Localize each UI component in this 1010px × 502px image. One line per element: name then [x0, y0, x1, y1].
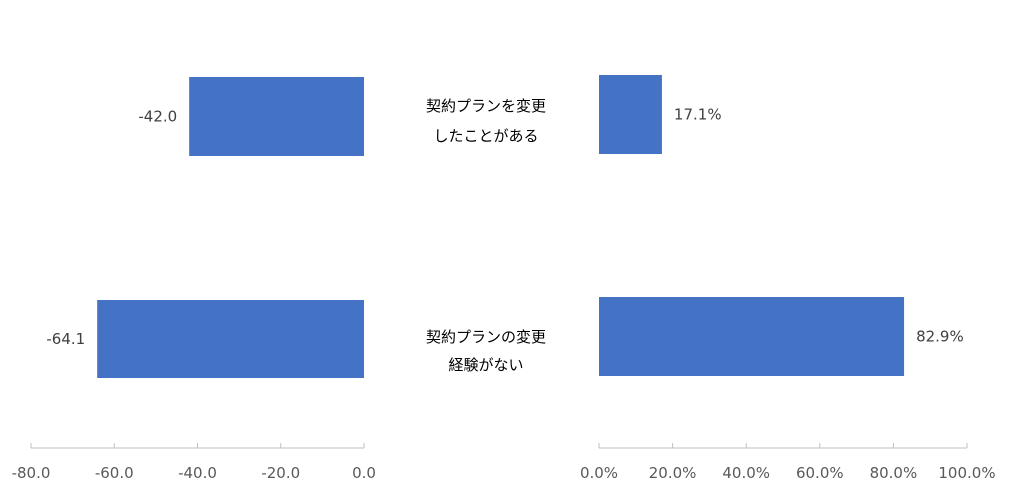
right-tick-label: 80.0%: [870, 464, 918, 482]
left-bar-label-2: -64.1: [46, 330, 85, 348]
right-tick-label: 0.0%: [580, 464, 618, 482]
right-tick-label: 60.0%: [796, 464, 844, 482]
left-bar-2: [97, 300, 364, 378]
category-label-2-line-1: 契約プランの変更: [426, 328, 546, 346]
right-bar-label-2: 82.9%: [916, 328, 964, 346]
right-bar-2: [599, 297, 905, 376]
left-tick-label: -60.0: [95, 464, 134, 482]
category-label-1-line-2: したことがある: [433, 127, 538, 145]
right-tick-label: 100.0%: [938, 464, 995, 482]
right-bar-label-1: 17.1%: [674, 106, 722, 124]
right-tick-label: 40.0%: [722, 464, 770, 482]
left-tick-label: -40.0: [178, 464, 217, 482]
left-bar-label-1: -42.0: [138, 108, 177, 126]
left-tick-label: -80.0: [12, 464, 51, 482]
category-label-1-line-1: 契約プランを変更: [426, 97, 546, 115]
right-bar-1: [599, 75, 662, 154]
left-tick-label: -20.0: [261, 464, 300, 482]
left-tick-label: 0.0: [352, 464, 376, 482]
category-label-2-line-2: 経験がない: [448, 356, 523, 374]
right-tick-label: 20.0%: [649, 464, 697, 482]
left-bar-1: [189, 77, 364, 156]
